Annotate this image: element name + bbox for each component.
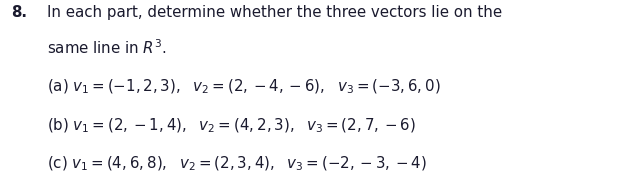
Text: (c) $v_1 = (4, 6, 8),\ \ v_2 = (2, 3, 4),\ \ v_3 = (-2, -3, -4)$: (c) $v_1 = (4, 6, 8),\ \ v_2 = (2, 3, 4)… <box>47 155 427 173</box>
Text: In each part, determine whether the three vectors lie on the: In each part, determine whether the thre… <box>47 5 502 20</box>
Text: (a) $v_1 = (-1, 2, 3),\ \ v_2 = (2, -4, -6),\ \ v_3 = (-3, 6, 0)$: (a) $v_1 = (-1, 2, 3),\ \ v_2 = (2, -4, … <box>47 77 440 96</box>
Text: 8.: 8. <box>11 5 27 20</box>
Text: same line in $\mathit{R}^3$.: same line in $\mathit{R}^3$. <box>47 39 166 57</box>
Text: (b) $v_1 = (2, -1, 4),\ \ v_2 = (4, 2, 3),\ \ v_3 = (2, 7, -6)$: (b) $v_1 = (2, -1, 4),\ \ v_2 = (4, 2, 3… <box>47 116 415 135</box>
